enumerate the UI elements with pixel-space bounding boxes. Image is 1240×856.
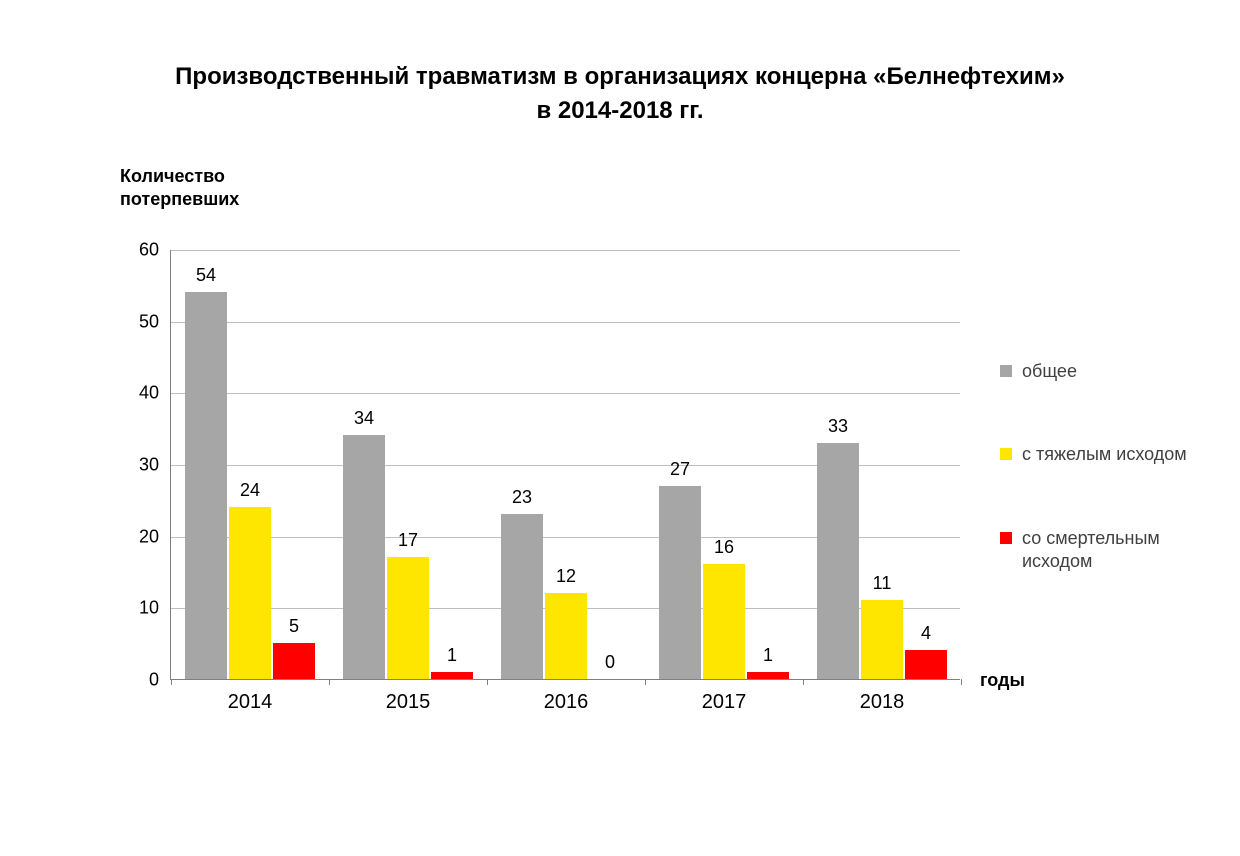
bar-total: 33	[817, 443, 859, 680]
legend-label: с тяжелым исходом	[1022, 443, 1187, 466]
bar-value-label: 23	[512, 487, 532, 514]
bar-total: 54	[185, 292, 227, 679]
chart-legend: общее с тяжелым исходом со смертельным исх…	[1000, 360, 1202, 634]
chart-title-line2: в 2014-2018 гг.	[536, 97, 703, 124]
x-tickmark	[171, 679, 172, 685]
bar-value-label: 4	[921, 623, 931, 650]
x-tickmark	[487, 679, 488, 685]
legend-swatch	[1000, 448, 1012, 460]
bar-value-label: 11	[873, 573, 892, 600]
bar-value-label: 16	[714, 537, 734, 564]
chart-plot: 0102030405060201454245201534171201623120…	[170, 250, 960, 680]
bar-fatal: 4	[905, 650, 947, 679]
bar-value-label: 12	[556, 566, 576, 593]
bar-severe: 12	[545, 593, 587, 679]
y-tick-label: 0	[149, 670, 171, 691]
bar-fatal: 1	[747, 672, 789, 679]
y-axis-title-line1: Количество	[120, 166, 225, 186]
bar-severe: 11	[861, 600, 903, 679]
y-axis-title: Количество потерпевших	[120, 165, 239, 212]
bar-fatal: 1	[431, 672, 473, 679]
gridline	[171, 322, 960, 323]
y-tick-label: 20	[139, 526, 171, 547]
bar-total: 27	[659, 486, 701, 680]
x-tick-label: 2016	[544, 679, 589, 714]
bar-value-label: 17	[398, 530, 418, 557]
chart-title: Производственный травматизм в организаци…	[0, 60, 1240, 127]
y-tick-label: 40	[139, 383, 171, 404]
x-tick-label: 2018	[860, 679, 905, 714]
bar-severe: 17	[387, 557, 429, 679]
bar-fatal: 5	[273, 643, 315, 679]
bar-value-label: 1	[763, 645, 773, 672]
bar-value-label: 5	[289, 616, 299, 643]
bar-value-label: 1	[447, 645, 457, 672]
y-tick-label: 30	[139, 455, 171, 476]
x-tick-label: 2015	[386, 679, 431, 714]
bar-total: 34	[343, 435, 385, 679]
legend-item-severe: с тяжелым исходом	[1000, 443, 1202, 466]
bar-value-label: 0	[605, 652, 615, 679]
gridline	[171, 250, 960, 251]
bar-value-label: 27	[670, 459, 690, 486]
y-axis-title-line2: потерпевших	[120, 189, 239, 209]
bar-value-label: 54	[196, 265, 216, 292]
x-axis-title: годы	[980, 670, 1025, 691]
bar-severe: 24	[229, 507, 271, 679]
bar-severe: 16	[703, 564, 745, 679]
bar-total: 23	[501, 514, 543, 679]
legend-item-total: общее	[1000, 360, 1202, 383]
legend-label: со смертельным исходом	[1022, 527, 1202, 574]
x-tickmark	[645, 679, 646, 685]
legend-item-fatal: со смертельным исходом	[1000, 527, 1202, 574]
gridline	[171, 393, 960, 394]
chart-title-line1: Производственный травматизм в организаци…	[175, 63, 1065, 90]
y-tick-label: 50	[139, 311, 171, 332]
legend-swatch	[1000, 532, 1012, 544]
x-tickmark	[803, 679, 804, 685]
x-tickmark	[329, 679, 330, 685]
bar-value-label: 24	[240, 480, 260, 507]
x-tick-label: 2017	[702, 679, 747, 714]
legend-swatch	[1000, 365, 1012, 377]
y-tick-label: 60	[139, 240, 171, 261]
legend-label: общее	[1022, 360, 1077, 383]
x-tick-label: 2014	[228, 679, 273, 714]
chart-area: 0102030405060201454245201534171201623120…	[130, 250, 960, 720]
x-tickmark	[961, 679, 962, 685]
y-tick-label: 10	[139, 598, 171, 619]
bar-value-label: 33	[828, 416, 848, 443]
bar-value-label: 34	[354, 408, 374, 435]
